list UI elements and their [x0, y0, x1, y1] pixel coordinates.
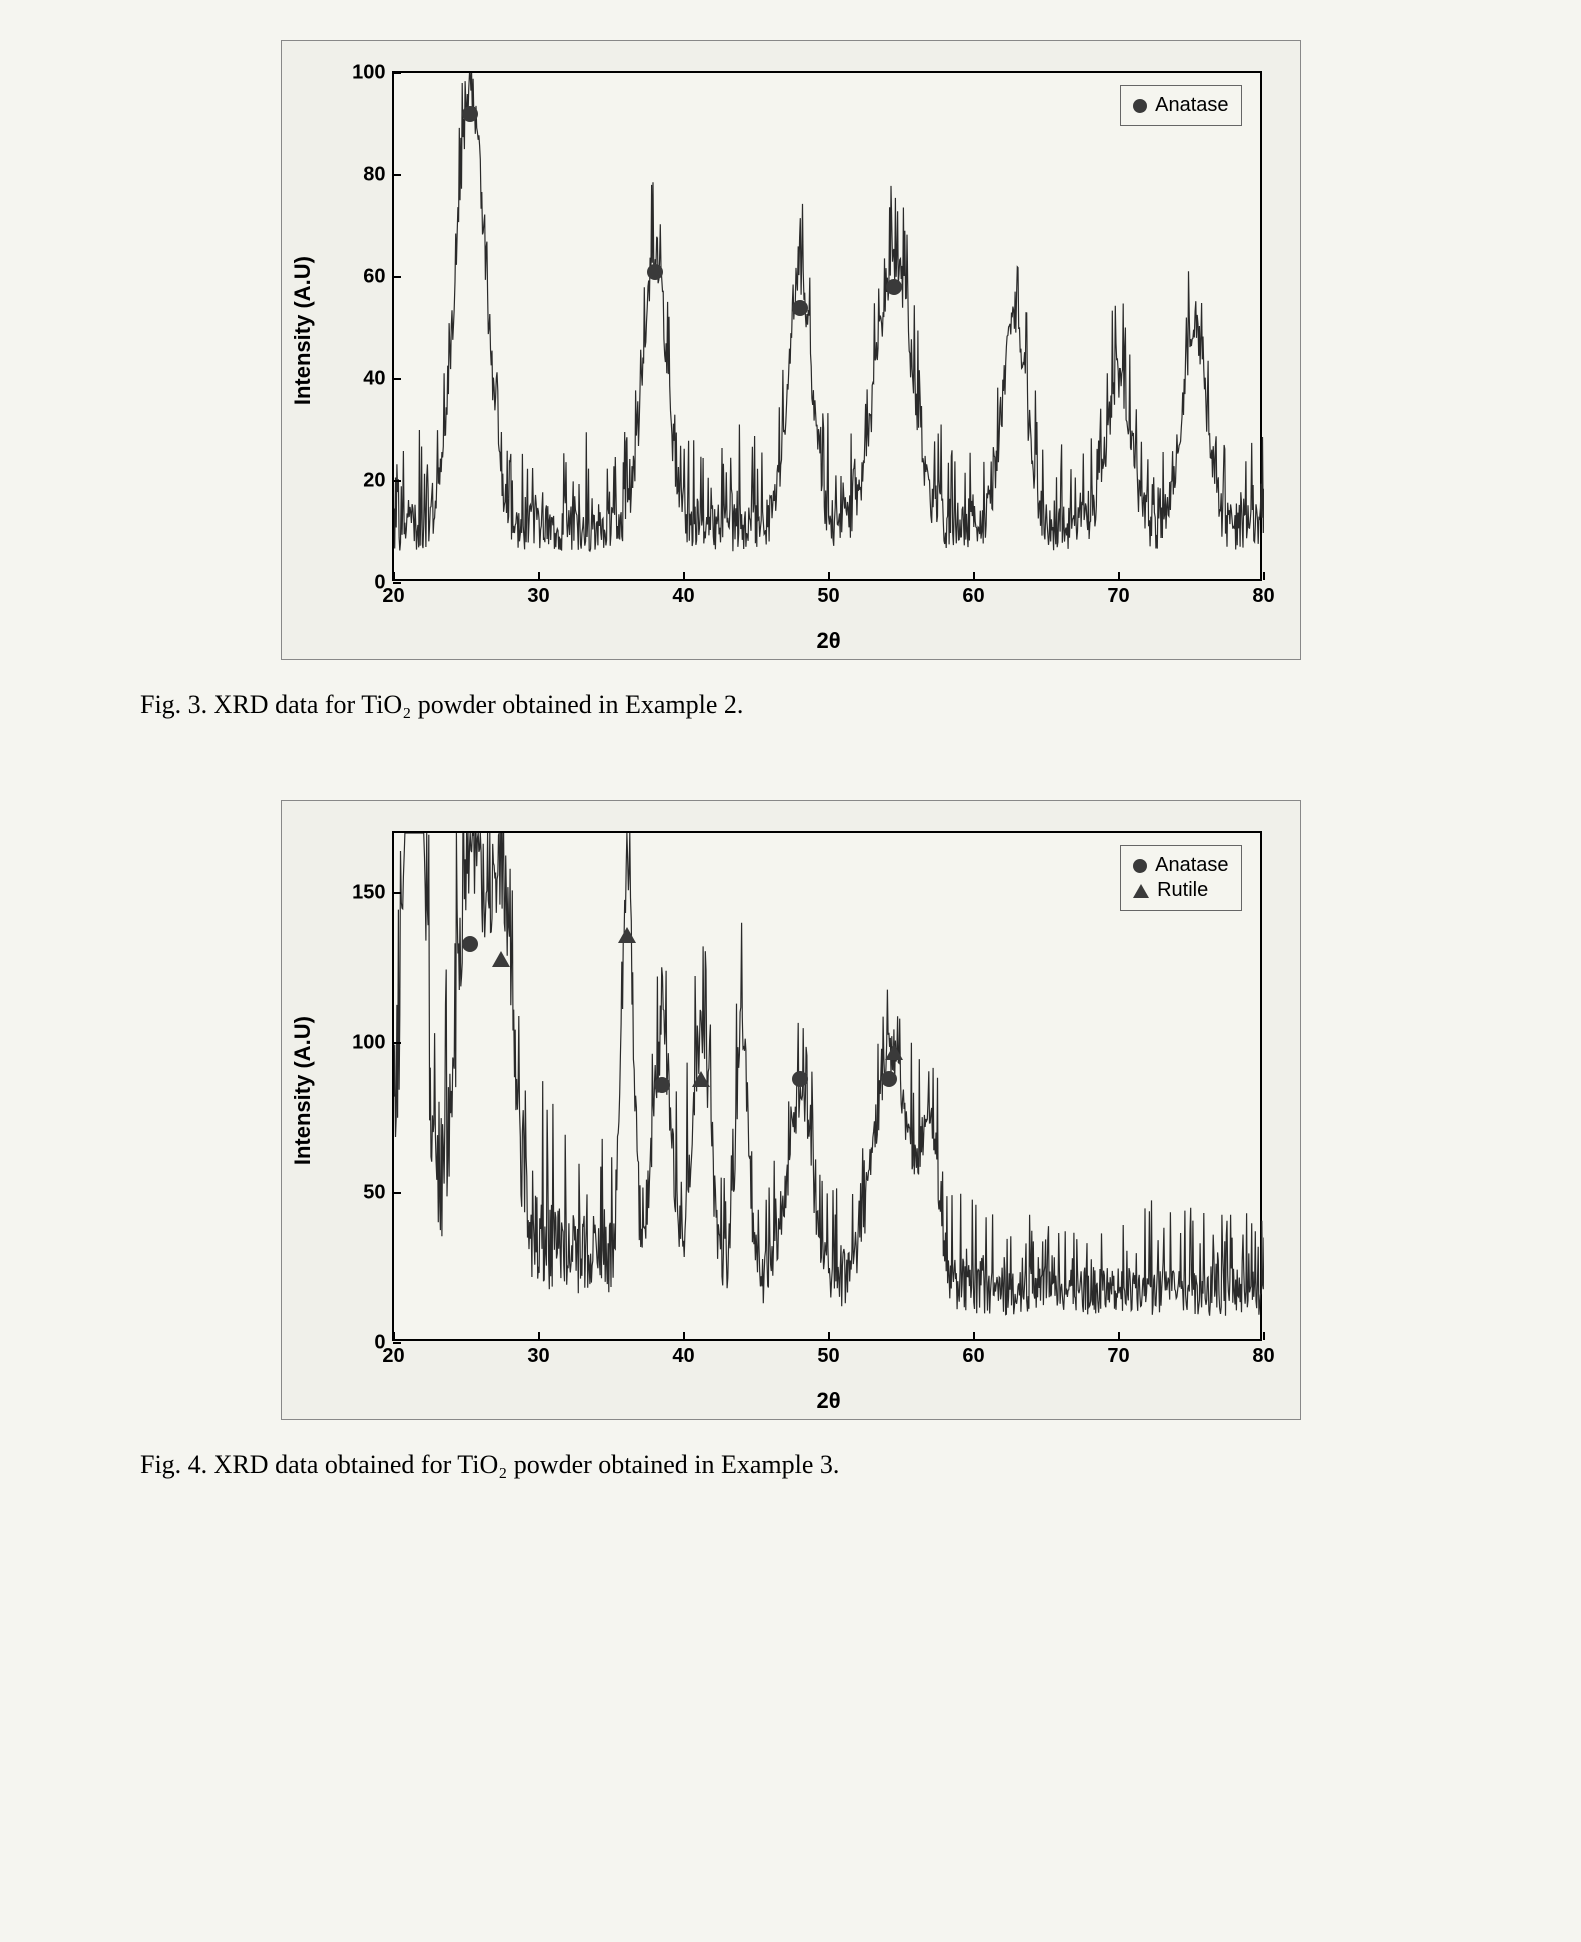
rutile-marker-icon	[618, 927, 636, 943]
anatase-marker-icon	[792, 1071, 808, 1087]
legend-item: Anatase	[1133, 94, 1228, 117]
rutile-marker-icon	[885, 1044, 903, 1060]
legend-item: Rutile	[1133, 879, 1228, 902]
x-tick	[828, 572, 830, 580]
rutile-marker-icon	[492, 951, 510, 967]
legend: AnataseRutile	[1120, 845, 1241, 911]
x-tick-label: 80	[1252, 585, 1274, 608]
legend: Anatase	[1120, 85, 1241, 126]
x-tick-label: 70	[1107, 1345, 1129, 1368]
plot-area: 05010015020304050607080AnataseRutile	[392, 831, 1262, 1341]
anatase-marker-icon	[654, 1077, 670, 1093]
circle-marker-icon	[1133, 859, 1147, 873]
x-tick-label: 70	[1107, 585, 1129, 608]
y-tick	[393, 892, 401, 894]
figure-block: 02040608010020304050607080Anatase Intensi…	[60, 40, 1521, 720]
x-tick	[1263, 572, 1265, 580]
legend-item: Anatase	[1133, 854, 1228, 877]
anatase-marker-icon	[462, 106, 478, 122]
x-axis-label: 2θ	[817, 1388, 841, 1414]
y-tick	[393, 1192, 401, 1194]
x-tick	[683, 572, 685, 580]
x-tick	[393, 1332, 395, 1340]
anatase-marker-icon	[792, 300, 808, 316]
x-tick-label: 60	[962, 585, 984, 608]
x-tick	[973, 1332, 975, 1340]
x-axis-label: 2θ	[817, 628, 841, 654]
plot-area: 02040608010020304050607080Anatase	[392, 71, 1262, 581]
y-tick	[393, 1342, 401, 1344]
anatase-marker-icon	[647, 264, 663, 280]
y-tick	[393, 174, 401, 176]
legend-label: Rutile	[1157, 879, 1208, 902]
x-tick	[538, 1332, 540, 1340]
y-tick	[393, 582, 401, 584]
y-tick-label: 80	[363, 164, 385, 187]
x-tick-label: 50	[817, 585, 839, 608]
x-tick-label: 20	[382, 585, 404, 608]
x-tick-label: 40	[672, 585, 694, 608]
y-tick-label: 40	[363, 368, 385, 391]
y-tick-label: 100	[352, 1032, 385, 1055]
y-tick	[393, 276, 401, 278]
x-tick	[973, 572, 975, 580]
x-tick-label: 30	[527, 585, 549, 608]
x-tick	[538, 572, 540, 580]
rutile-marker-icon	[692, 1071, 710, 1087]
anatase-marker-icon	[881, 1071, 897, 1087]
x-tick-label: 40	[672, 1345, 694, 1368]
y-tick-label: 50	[363, 1182, 385, 1205]
xrd-chart: 02040608010020304050607080Anatase Intensi…	[281, 40, 1301, 660]
xrd-chart: 05010015020304050607080AnataseRutile Inte…	[281, 800, 1301, 1420]
y-tick-label: 100	[352, 62, 385, 85]
x-tick-label: 50	[817, 1345, 839, 1368]
y-tick	[393, 480, 401, 482]
y-tick	[393, 72, 401, 74]
y-axis-label: Intensity (A.U)	[290, 1016, 316, 1165]
y-tick-label: 150	[352, 882, 385, 905]
y-tick	[393, 1042, 401, 1044]
legend-label: Anatase	[1155, 854, 1228, 877]
y-tick	[393, 378, 401, 380]
y-tick-label: 60	[363, 266, 385, 289]
x-tick	[828, 1332, 830, 1340]
y-tick-label: 20	[363, 470, 385, 493]
x-tick-label: 30	[527, 1345, 549, 1368]
x-tick-label: 20	[382, 1345, 404, 1368]
figure-block: 05010015020304050607080AnataseRutile Inte…	[60, 800, 1521, 1480]
xrd-trace	[394, 73, 1264, 583]
x-tick-label: 60	[962, 1345, 984, 1368]
anatase-marker-icon	[886, 279, 902, 295]
legend-label: Anatase	[1155, 94, 1228, 117]
x-tick	[1118, 1332, 1120, 1340]
figure-caption: Fig. 3. XRD data for TiO₂ powder obtaine…	[140, 690, 1521, 720]
y-axis-label: Intensity (A.U)	[290, 256, 316, 405]
x-tick-label: 80	[1252, 1345, 1274, 1368]
x-tick	[683, 1332, 685, 1340]
triangle-marker-icon	[1133, 884, 1149, 898]
x-tick	[1263, 1332, 1265, 1340]
x-tick	[393, 572, 395, 580]
circle-marker-icon	[1133, 99, 1147, 113]
figure-caption: Fig. 4. XRD data obtained for TiO₂ powde…	[140, 1450, 1521, 1480]
x-tick	[1118, 572, 1120, 580]
anatase-marker-icon	[462, 936, 478, 952]
